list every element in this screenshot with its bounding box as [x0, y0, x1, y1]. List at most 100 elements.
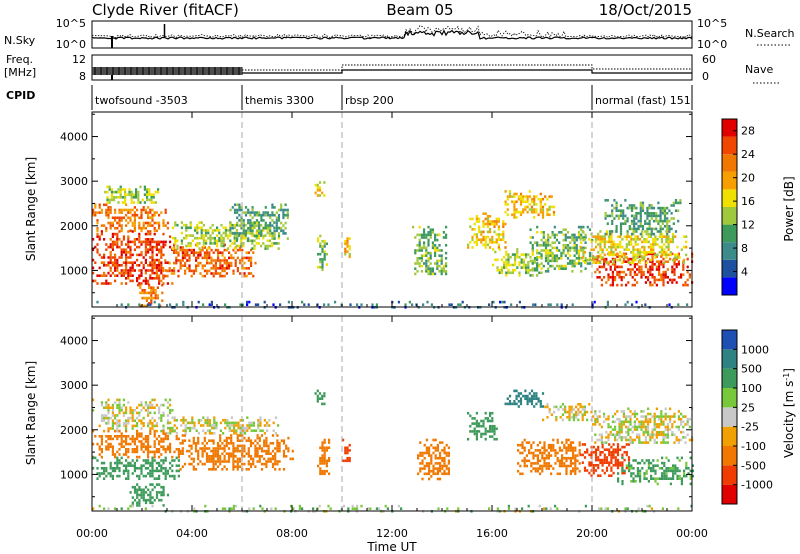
echo-cell: [129, 245, 132, 249]
echo-cell: [561, 464, 564, 468]
echo-cell: [98, 203, 101, 207]
echo-cell: [162, 459, 165, 462]
echo-cell: [124, 188, 127, 191]
echo-cell: [429, 233, 432, 237]
echo-cell: [136, 411, 139, 415]
echo-cell: [599, 474, 602, 477]
echo-cell: [445, 270, 448, 273]
echo-cell: [120, 461, 123, 465]
echo-cell: [132, 193, 135, 196]
echo-cell: [655, 283, 658, 287]
echo-cell: [636, 235, 639, 238]
echo-cell: [584, 267, 587, 270]
echo-cell: [253, 213, 256, 217]
echo-cell: [513, 402, 516, 406]
echo-cell: [608, 474, 611, 477]
echo-cell: [679, 199, 682, 202]
echo-cell: [318, 186, 322, 189]
echo-cell: [199, 248, 202, 252]
echo-cell: [547, 233, 550, 237]
echo-cell: [629, 273, 632, 276]
echo-cell: [565, 446, 568, 450]
echo-cell: [665, 256, 668, 259]
echo-cell: [321, 459, 324, 463]
echo-cell: [188, 264, 191, 267]
echo-cell: [475, 217, 478, 221]
echo-cell: [219, 460, 222, 463]
echo-cell: [603, 260, 606, 263]
echo-cell: [124, 196, 127, 199]
echo-cell: [266, 213, 270, 217]
echo-cell: [228, 267, 231, 270]
echo-cell: [638, 436, 641, 439]
echo-cell: [441, 459, 444, 463]
echo-cell: [423, 464, 426, 468]
echo-cell: [685, 461, 688, 465]
echo-cell: [244, 432, 247, 435]
echo-cell: [174, 236, 177, 240]
echo-cell: [236, 462, 239, 466]
echo-cell: [103, 414, 106, 417]
echo-cell: [565, 456, 568, 460]
echo-cell: [197, 452, 200, 455]
echo-cell: [211, 236, 214, 240]
echo-cell: [504, 200, 507, 204]
echo-cell: [533, 397, 536, 400]
echo-cell: [323, 402, 326, 406]
echo-cell: [534, 467, 537, 470]
echo-cell: [484, 430, 487, 433]
echo-cell: [127, 238, 130, 241]
echo-cell: [504, 241, 507, 244]
echo-cell: [271, 206, 274, 209]
echo-cell: [107, 416, 110, 420]
echo-cell: [427, 272, 430, 276]
echo-cell: [425, 464, 428, 468]
echo-cell: [137, 201, 140, 204]
echo-cell: [224, 234, 227, 237]
echo-cell: [633, 278, 636, 282]
echo-cell: [280, 229, 283, 233]
echo-cell: [118, 419, 121, 422]
echo-cell: [233, 242, 236, 245]
echo-cell: [105, 406, 108, 409]
echo-cell: [625, 238, 628, 241]
echo-cell: [217, 259, 220, 262]
echo-cell: [114, 211, 117, 214]
echo-cell: [218, 231, 221, 235]
echo-cell: [564, 233, 567, 237]
echo-cell: [242, 219, 245, 222]
echo-cell: [196, 229, 199, 232]
echo-cell: [218, 239, 221, 243]
echo-cell: [198, 221, 201, 224]
echo-cell: [125, 208, 128, 212]
echo-cell: [94, 203, 97, 207]
echo-cell: [558, 459, 561, 463]
echo-cell: [635, 222, 638, 225]
echo-cell: [285, 444, 288, 448]
nsky-trace: [91, 24, 693, 48]
echo-cell: [241, 429, 244, 432]
echo-cell: [236, 465, 239, 468]
echo-cell: [656, 477, 659, 480]
echo-cell: [122, 453, 125, 456]
echo-cell: [634, 240, 637, 244]
echo-cell: [650, 214, 653, 218]
echo-cell: [177, 259, 180, 262]
echo-cell: [98, 448, 101, 451]
echo-cell: [98, 211, 101, 214]
echo-cell: [138, 419, 141, 422]
echo-cell: [572, 454, 575, 457]
echo-cell: [636, 433, 639, 437]
echo-cell: [588, 258, 591, 262]
echo-cell: [631, 438, 634, 442]
echo-cell: [192, 269, 195, 273]
echo-cell: [647, 257, 650, 261]
echo-cell: [580, 228, 583, 231]
colorbar-tick-label: 16: [741, 195, 755, 208]
echo-cell: [269, 216, 272, 220]
echo-cell: [607, 415, 610, 418]
echo-cell: [445, 236, 448, 239]
echo-cell: [493, 220, 496, 223]
echo-cell: [230, 442, 233, 445]
echo-cell: [103, 416, 106, 420]
